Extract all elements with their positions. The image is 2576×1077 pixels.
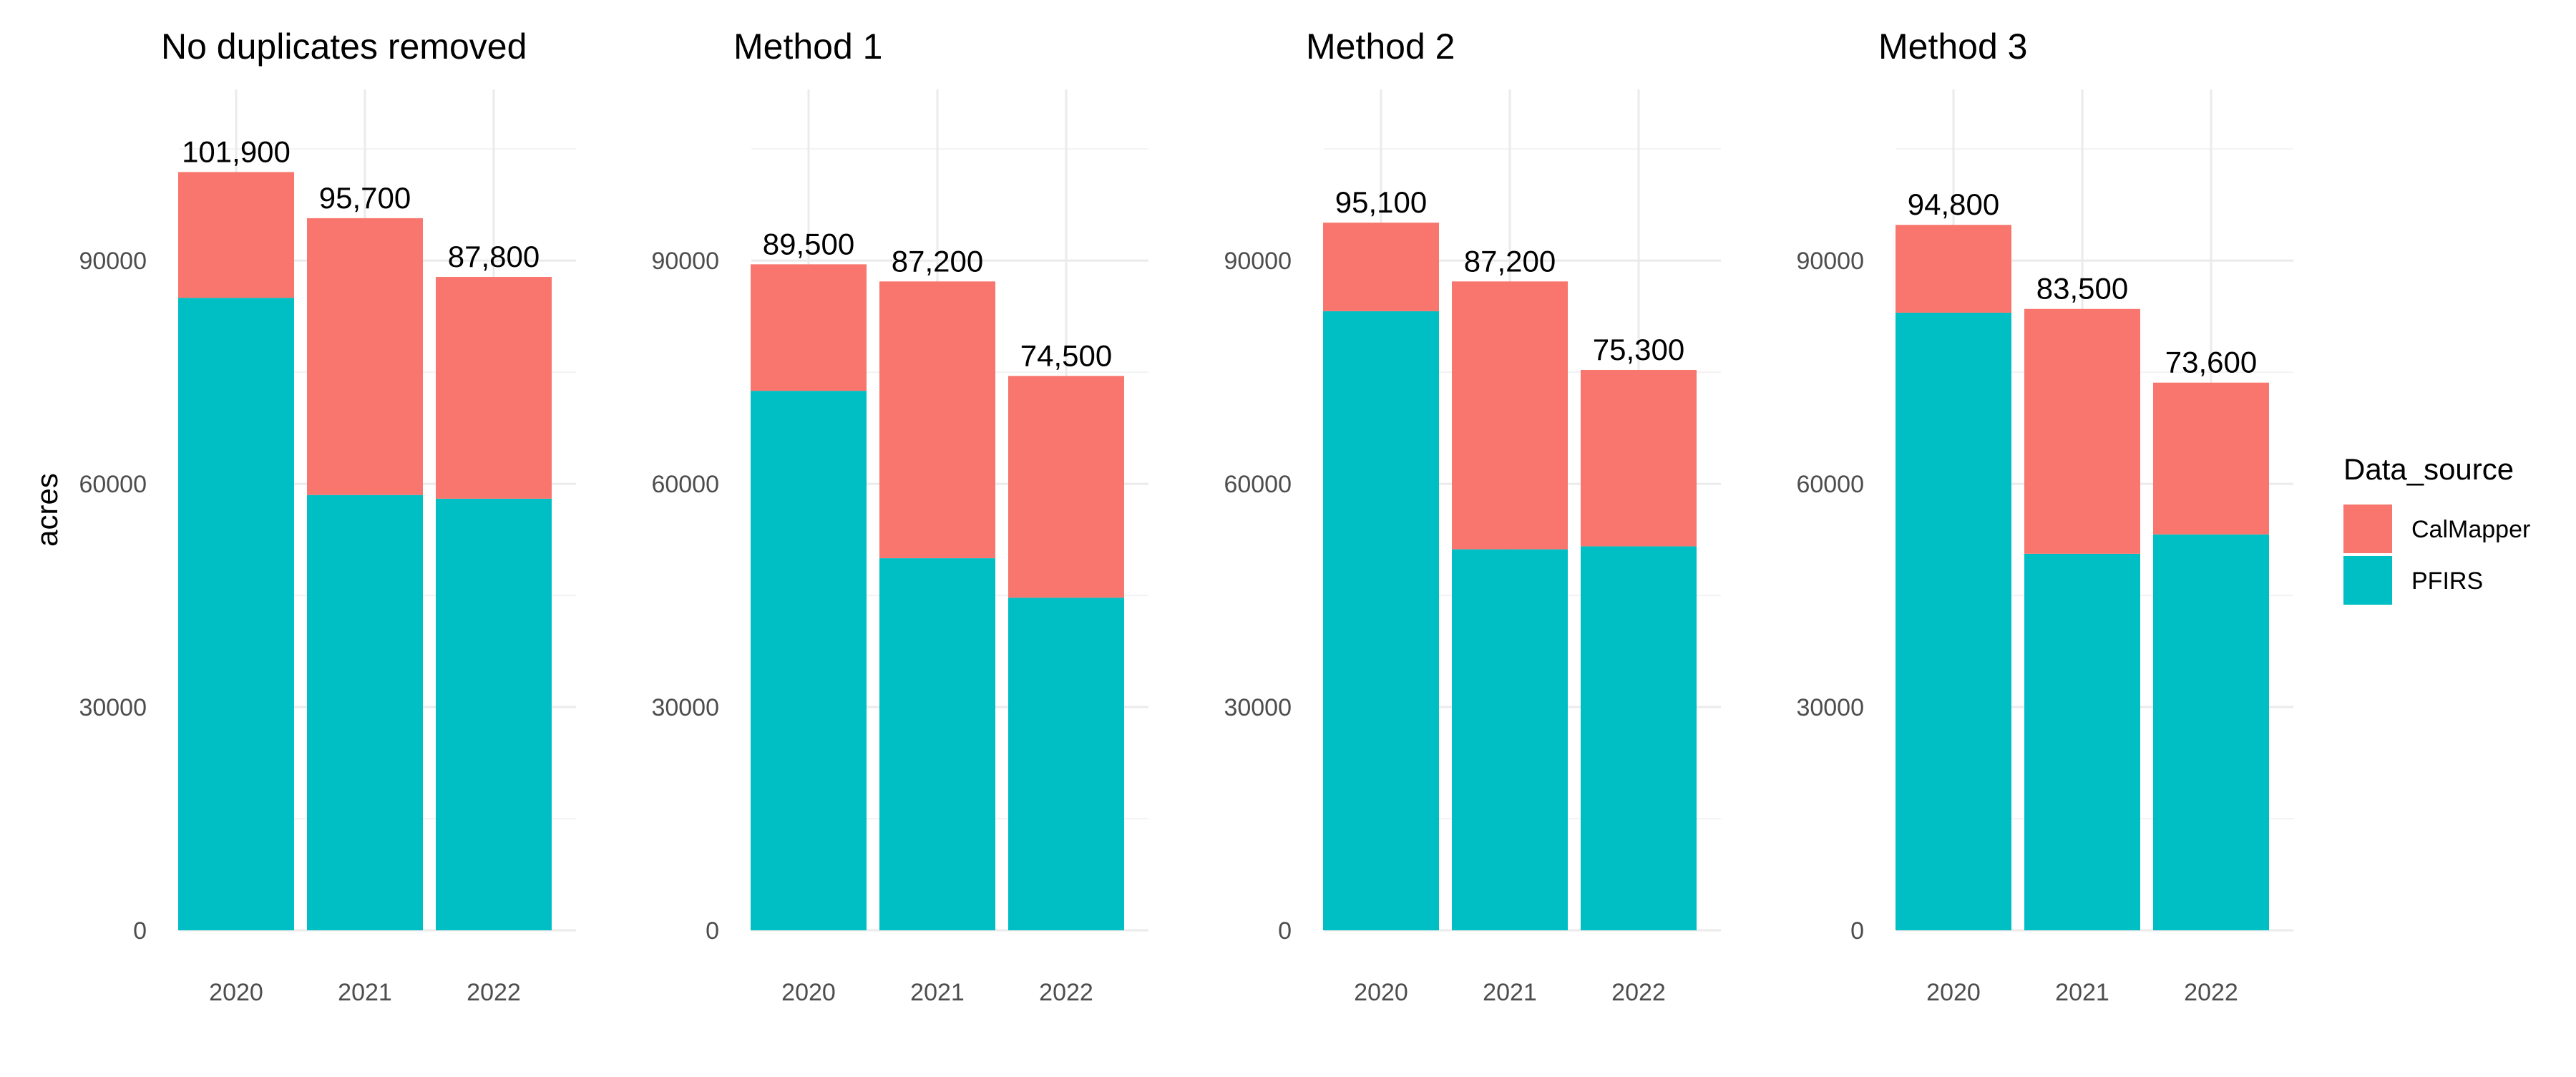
x-tick-label: 2020 bbox=[1354, 979, 1408, 1006]
y-tick-label: 90000 bbox=[1224, 248, 1292, 275]
x-tick-label: 2021 bbox=[338, 979, 392, 1006]
bar-segment-pfirs bbox=[751, 391, 867, 930]
bar-segment-pfirs bbox=[1581, 546, 1697, 930]
y-tick-label: 30000 bbox=[1224, 694, 1292, 721]
bar-segment-pfirs bbox=[178, 298, 294, 930]
bar-segment-calmapper bbox=[879, 281, 995, 559]
bar-segment-calmapper bbox=[307, 218, 423, 495]
bar-segment-calmapper bbox=[2024, 308, 2140, 554]
bar-total-label: 87,200 bbox=[892, 244, 983, 278]
legend-title: Data_source bbox=[2343, 452, 2514, 486]
legend-label: CalMapper bbox=[2411, 516, 2530, 543]
bar-total-label: 87,800 bbox=[448, 240, 540, 273]
y-tick-label: 60000 bbox=[79, 471, 147, 498]
x-tick-label: 2022 bbox=[467, 979, 521, 1006]
bar-segment-calmapper bbox=[1008, 376, 1124, 598]
x-tick-label: 2020 bbox=[781, 979, 836, 1006]
bar-segment-calmapper bbox=[436, 277, 552, 499]
bar-segment-pfirs bbox=[879, 558, 995, 930]
y-tick-label: 30000 bbox=[79, 694, 147, 721]
legend-key-pfirs bbox=[2343, 556, 2392, 605]
bar-total-label: 87,200 bbox=[1464, 244, 1556, 278]
bar-segment-pfirs bbox=[1896, 312, 2011, 930]
bar-total-label: 75,300 bbox=[1593, 333, 1684, 366]
x-tick-label: 2020 bbox=[1926, 979, 1981, 1006]
y-tick-label: 0 bbox=[133, 917, 147, 945]
bar-segment-calmapper bbox=[178, 172, 294, 298]
bar-total-label: 95,700 bbox=[319, 181, 411, 215]
y-tick-label: 30000 bbox=[1796, 694, 1864, 721]
legend-key-calmapper bbox=[2343, 505, 2392, 553]
bar-segment-pfirs bbox=[1452, 549, 1568, 930]
bar-total-label: 101,900 bbox=[182, 135, 291, 168]
y-tick-label: 60000 bbox=[1224, 471, 1292, 498]
y-tick-label: 60000 bbox=[651, 471, 719, 498]
bar-segment-pfirs bbox=[2024, 553, 2140, 930]
bar-segment-pfirs bbox=[1323, 311, 1439, 930]
bar-segment-pfirs bbox=[307, 494, 423, 930]
x-tick-label: 2022 bbox=[1611, 979, 1666, 1006]
y-tick-label: 90000 bbox=[651, 248, 719, 275]
y-tick-label: 0 bbox=[1278, 917, 1292, 945]
x-tick-label: 2021 bbox=[1483, 979, 1537, 1006]
panel-title: Method 2 bbox=[1306, 26, 1455, 67]
bar-segment-pfirs bbox=[1008, 598, 1124, 930]
y-tick-label: 90000 bbox=[1796, 248, 1864, 275]
x-tick-label: 2020 bbox=[209, 979, 263, 1006]
y-tick-label: 0 bbox=[706, 917, 719, 945]
x-tick-label: 2022 bbox=[1039, 979, 1093, 1006]
bar-total-label: 83,500 bbox=[2036, 272, 2128, 306]
legend-label: PFIRS bbox=[2411, 567, 2483, 595]
bar-total-label: 74,500 bbox=[1020, 338, 1112, 372]
bar-segment-calmapper bbox=[1896, 225, 2011, 313]
y-tick-label: 0 bbox=[1850, 917, 1864, 945]
bar-total-label: 95,100 bbox=[1335, 185, 1427, 219]
y-tick-label: 60000 bbox=[1796, 471, 1864, 498]
x-tick-label: 2021 bbox=[2055, 979, 2109, 1006]
panel-title: Method 3 bbox=[1878, 26, 2027, 67]
bar-segment-calmapper bbox=[1452, 281, 1568, 550]
bar-total-label: 73,600 bbox=[2165, 346, 2257, 379]
bar-segment-calmapper bbox=[751, 264, 867, 391]
bar-total-label: 94,800 bbox=[1908, 187, 1999, 221]
y-tick-label: 30000 bbox=[651, 694, 719, 721]
x-tick-label: 2022 bbox=[2184, 979, 2238, 1006]
bar-segment-pfirs bbox=[2153, 534, 2269, 930]
x-tick-label: 2021 bbox=[910, 979, 965, 1006]
panel-title: No duplicates removed bbox=[161, 26, 527, 67]
bar-segment-calmapper bbox=[1581, 370, 1697, 547]
panel-title: Method 1 bbox=[733, 26, 882, 67]
y-tick-label: 90000 bbox=[79, 248, 147, 275]
bar-segment-calmapper bbox=[1323, 223, 1439, 311]
y-axis-title: acres bbox=[30, 473, 64, 547]
bar-segment-pfirs bbox=[436, 498, 552, 930]
bar-total-label: 89,500 bbox=[763, 227, 854, 260]
bar-segment-calmapper bbox=[2153, 382, 2269, 535]
